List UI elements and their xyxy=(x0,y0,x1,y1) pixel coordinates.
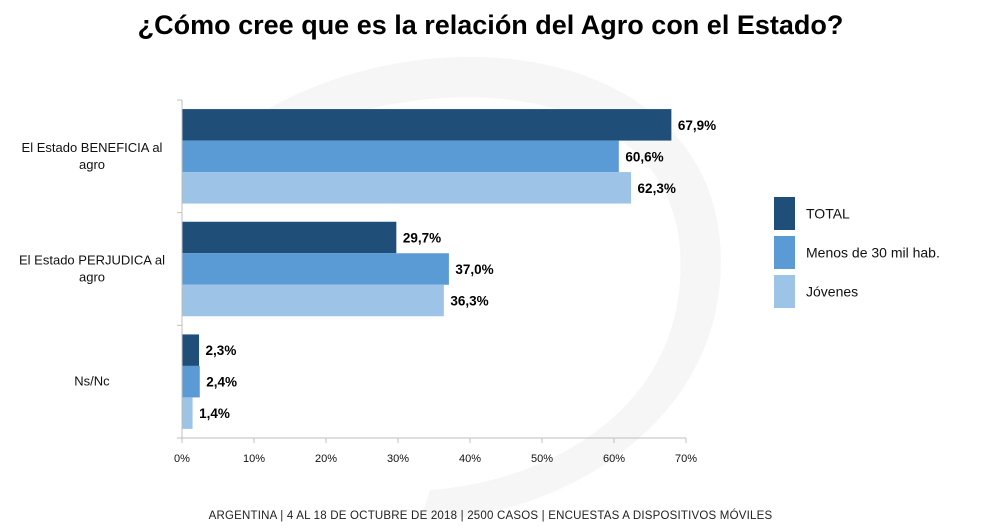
legend-label: Menos de 30 mil hab. xyxy=(806,245,940,261)
legend-label: TOTAL xyxy=(806,206,850,222)
x-tick-label: 70% xyxy=(675,453,697,465)
data-label: 67,9% xyxy=(678,118,716,133)
bar-2-2 xyxy=(182,253,449,285)
bar-1-3 xyxy=(182,334,200,366)
data-label: 62,3% xyxy=(638,181,676,196)
category-label: Ns/Nc xyxy=(74,374,110,389)
legend-swatch xyxy=(774,197,795,230)
x-tick-label: 20% xyxy=(315,453,337,465)
legend-swatch xyxy=(774,236,795,269)
data-label: 60,6% xyxy=(625,149,663,164)
data-label: 1,4% xyxy=(199,406,230,421)
bar-1-1 xyxy=(182,109,672,141)
bar-3-1 xyxy=(182,172,632,204)
x-tick-label: 10% xyxy=(243,453,265,465)
bar-1-2 xyxy=(182,221,397,254)
watermark-logo xyxy=(250,56,721,520)
category-label: El Estado BENEFICIA al agro xyxy=(22,140,163,172)
legend-label: Jóvenes xyxy=(806,284,858,300)
chart-title: ¿Cómo cree que es la relación del Agro c… xyxy=(137,10,844,40)
data-label: 2,3% xyxy=(206,343,237,358)
legend-swatch xyxy=(774,275,795,308)
x-tick-label: 40% xyxy=(459,453,481,465)
bar-2-1 xyxy=(182,140,619,173)
bar-3-2 xyxy=(182,284,444,317)
x-tick-label: 60% xyxy=(603,453,625,465)
data-label: 37,0% xyxy=(455,262,493,277)
data-label: 2,4% xyxy=(206,375,237,390)
x-tick-label: 30% xyxy=(387,453,409,465)
bar-3-3 xyxy=(182,397,193,429)
footer-note: ARGENTINA | 4 AL 18 DE OCTUBRE DE 2018 |… xyxy=(208,510,773,522)
x-tick-label: 50% xyxy=(531,453,553,465)
data-label: 29,7% xyxy=(403,231,441,246)
x-tick-label: 0% xyxy=(174,453,190,465)
data-label: 36,3% xyxy=(450,294,488,309)
category-label: El Estado PERJUDICA al agro xyxy=(19,253,165,285)
bar-2-3 xyxy=(182,365,200,398)
